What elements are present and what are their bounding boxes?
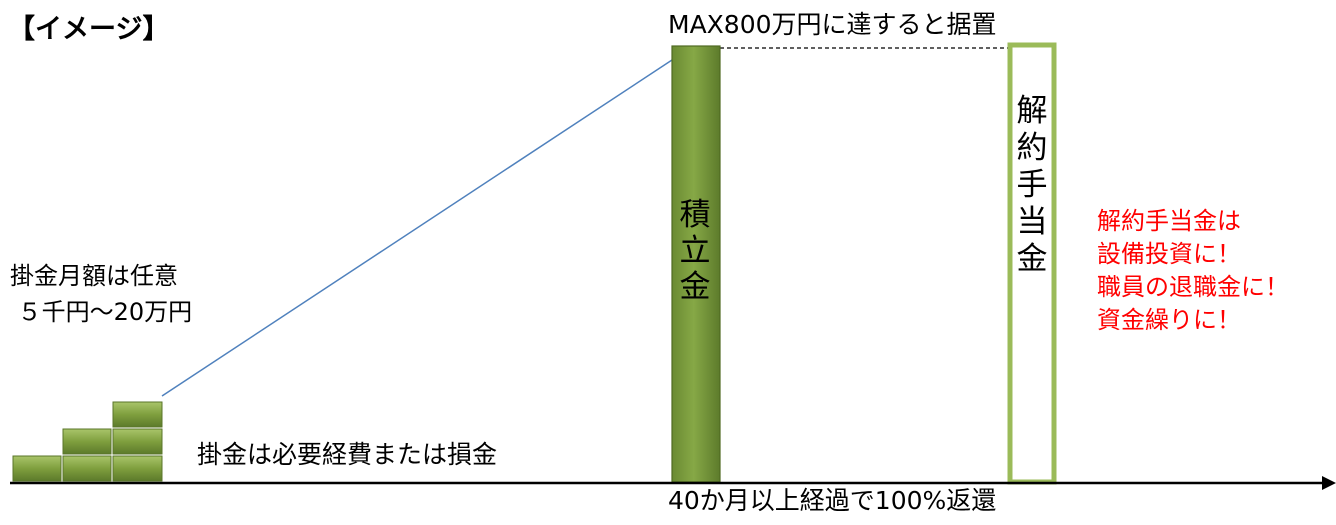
diagram-title: 【イメージ】 xyxy=(8,14,170,45)
merits-line-3: 職員の退職金に！ xyxy=(1097,273,1289,301)
merits-line-1: 解約手当金は xyxy=(1097,207,1241,235)
brick xyxy=(112,428,163,455)
brick xyxy=(112,401,163,428)
monthly-line-2: ５千円～20万円 xyxy=(10,298,193,326)
merits-line-4: 資金繰りに！ xyxy=(1097,306,1241,334)
brick xyxy=(12,455,62,482)
monthly-line-1: 掛金月額は任意 xyxy=(10,262,178,290)
brick xyxy=(62,428,112,455)
monthly-amount-note: 掛金月額は任意 ５千円～20万円 xyxy=(10,258,192,330)
merits-line-2: 設備投資に！ xyxy=(1097,240,1241,268)
cancellation-char: 手 xyxy=(1016,167,1048,203)
accumulated-bar xyxy=(671,45,721,483)
cancellation-label: 解 約 手 当 金 xyxy=(1008,96,1056,275)
merits-note: 解約手当金は 設備投資に！ 職員の退職金に！ 資金繰りに！ xyxy=(1097,205,1289,337)
axis-arrowhead xyxy=(1322,476,1336,490)
return-note: 40か月以上経過で100%返還 xyxy=(668,486,997,515)
accumulated-char: 積 xyxy=(679,197,711,233)
installment-bricks xyxy=(12,401,163,482)
tax-note: 掛金は必要経費または損金 xyxy=(197,440,498,469)
accumulated-char: 立 xyxy=(679,233,711,269)
brick xyxy=(112,455,163,482)
cancellation-bar xyxy=(1007,42,1057,485)
cancellation-char: 金 xyxy=(1016,241,1048,277)
cancellation-char: 解 xyxy=(1016,93,1048,129)
cancellation-char: 約 xyxy=(1016,130,1048,166)
max-note: MAX800万円に達すると据置 xyxy=(668,10,997,39)
growth-line xyxy=(161,59,673,397)
accumulated-char: 金 xyxy=(679,269,711,305)
brick xyxy=(62,455,112,482)
cancellation-char: 当 xyxy=(1016,204,1048,240)
accumulated-label: 積 立 金 xyxy=(670,200,720,303)
